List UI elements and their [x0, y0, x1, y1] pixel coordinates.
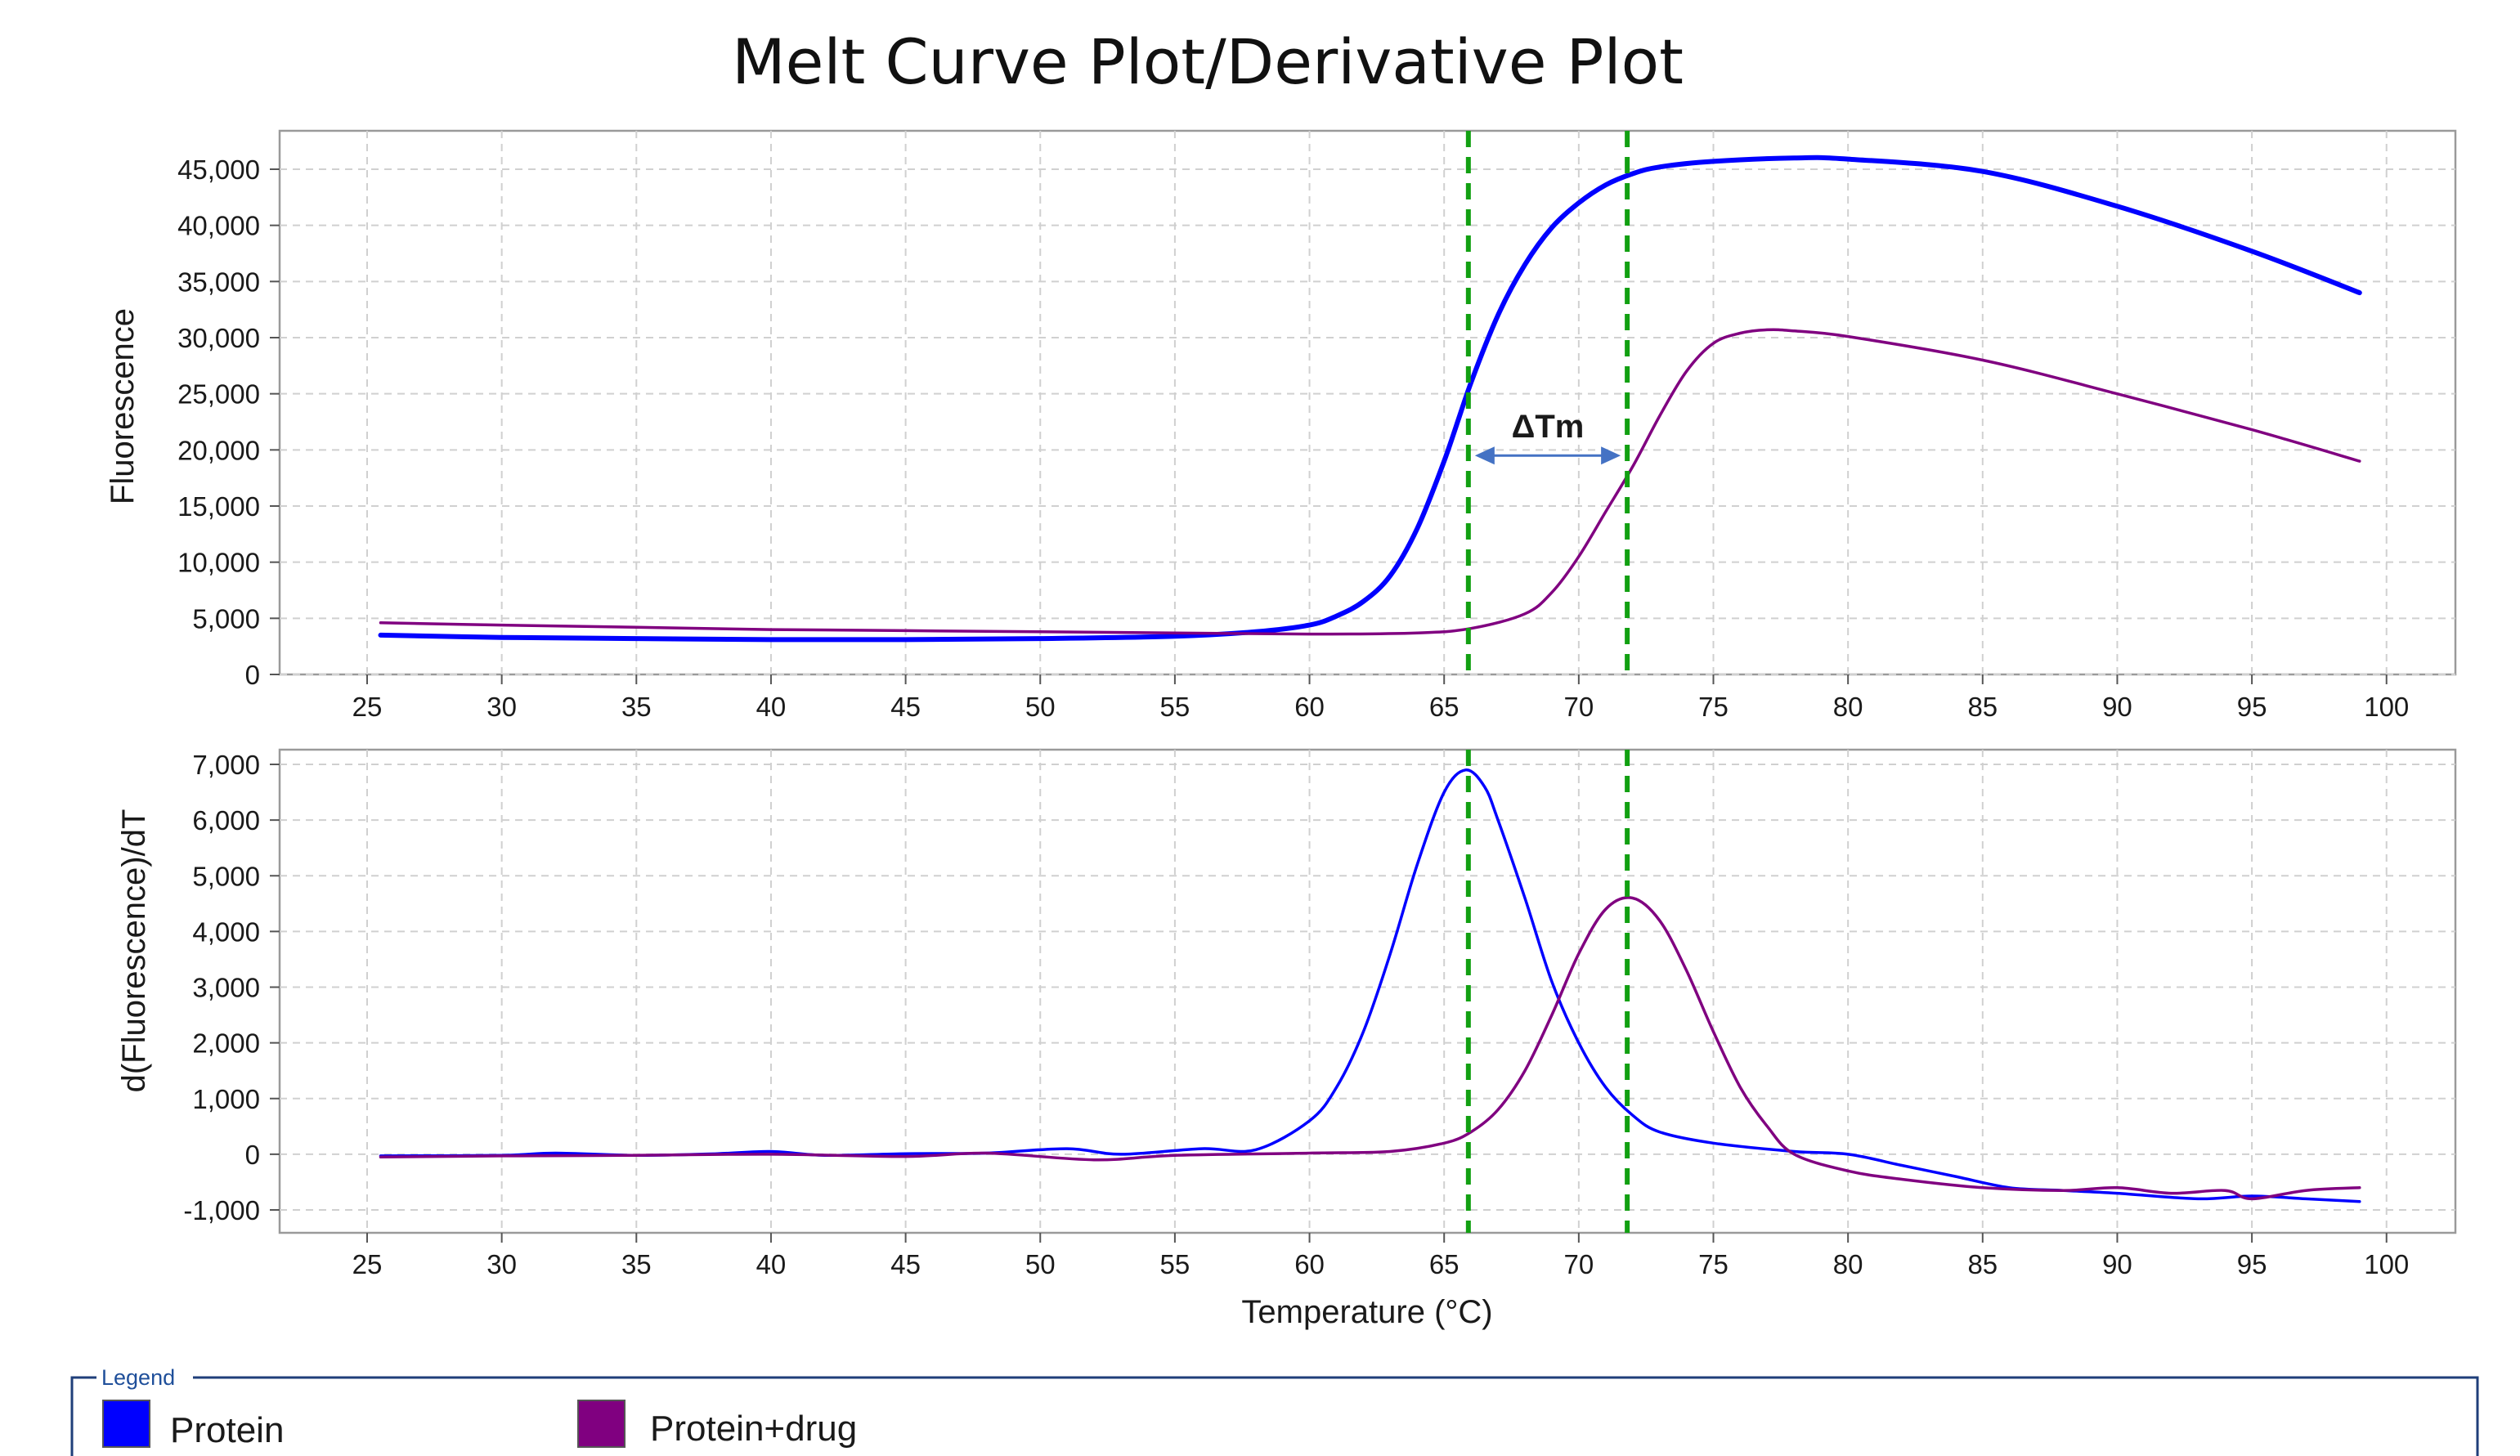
fluorescence-x-tick-label: 85: [1967, 692, 1998, 722]
fluorescence-x-tick-label: 90: [2102, 692, 2132, 722]
delta-tm-arrowhead-right: [1601, 446, 1621, 465]
derivative-y-tick-label: 3,000: [192, 973, 260, 1003]
fluorescence-y-tick-label: 25,000: [177, 379, 260, 410]
x-axis-label: Temperature (°C): [1241, 1294, 1492, 1330]
fluorescence-plot-area: [278, 129, 2457, 676]
derivative-y-tick-label: 7,000: [192, 750, 260, 780]
fluorescence-x-tick-label: 75: [1698, 692, 1729, 722]
fluorescence-x-tick-label: 80: [1833, 692, 1863, 722]
legend-frame: [70, 1376, 2479, 1456]
derivative-panel: -1,000 0 1,000 2,000 3,000 4,000 5,000 6,000 7,0…: [116, 748, 2457, 1279]
delta-tm-annotation: ΔTm: [1474, 409, 1621, 465]
fluorescence-x-tick-label: 95: [2237, 692, 2267, 722]
fluorescence-x-tick-label: 100: [2364, 692, 2409, 722]
fluorescence-x-tick-label: 65: [1429, 692, 1460, 722]
fluorescence-panel: 0 5,000 10,000 15,000 20,000 25,000 30,000 35,0…: [105, 129, 2457, 722]
derivative-x-tick-label: 50: [1025, 1249, 1056, 1279]
chart-title: Melt Curve Plot/Derivative Plot: [732, 25, 1684, 98]
fluorescence-series-protein-drug: [379, 328, 2361, 636]
fluorescence-y-ticks: 0 5,000 10,000 15,000 20,000 25,000 30,000 35,0…: [177, 155, 280, 690]
fluorescence-x-tick-label: 60: [1294, 692, 1325, 722]
derivative-y-ticks: -1,000 0 1,000 2,000 3,000 4,000 5,000 6,000 7,0…: [183, 750, 280, 1225]
derivative-x-tick-label: 35: [621, 1249, 652, 1279]
derivative-x-tick-label: 60: [1294, 1249, 1325, 1279]
derivative-y-tick-label: 6,000: [192, 805, 260, 836]
derivative-y-tick-label: 5,000: [192, 861, 260, 891]
legend-swatch-protein-drug: [577, 1400, 626, 1448]
derivative-x-tick-label: 25: [352, 1249, 383, 1279]
fluorescence-x-ticks: 25 30 35 40 45 50 55 60 65 70 75 80 85 90 95 100: [352, 674, 2409, 722]
derivative-plot-area: [278, 748, 2457, 1234]
fluorescence-y-tick-label: 5,000: [192, 603, 260, 634]
legend-swatch-protein: [102, 1400, 150, 1448]
delta-tm-label: ΔTm: [1512, 409, 1585, 445]
fluorescence-y-axis-label: Fluorescence: [105, 308, 141, 504]
derivative-y-tick-label: 4,000: [192, 916, 260, 947]
derivative-x-tick-label: 40: [756, 1249, 787, 1279]
derivative-series: [379, 768, 2361, 1203]
tm-reference-lines: [1465, 131, 1630, 1233]
legend-title-gap: [96, 1367, 193, 1388]
legend: Legend Protein Protein+drug: [70, 1365, 2479, 1456]
derivative-x-tick-label: 70: [1563, 1249, 1594, 1279]
derivative-x-tick-label: 30: [487, 1249, 517, 1279]
fluorescence-x-tick-label: 30: [487, 692, 517, 722]
derivative-y-tick-label: 2,000: [192, 1028, 260, 1059]
fluorescence-y-tick-label: 10,000: [177, 548, 260, 578]
fluorescence-x-tick-label: 40: [756, 692, 787, 722]
derivative-x-ticks: 25 30 35 40 45 50 55 60 65 70 75 80 85 90 95 100: [352, 1233, 2409, 1279]
derivative-grid: [280, 750, 2455, 1233]
fluorescence-series: [378, 155, 2362, 643]
fluorescence-y-tick-label: 20,000: [177, 435, 260, 465]
legend-label-protein-drug: Protein+drug: [650, 1409, 857, 1449]
fluorescence-y-tick-label: 45,000: [177, 155, 260, 185]
fluorescence-y-tick-label: 40,000: [177, 211, 260, 241]
fluorescence-y-tick-label: 15,000: [177, 491, 260, 522]
fluorescence-series-protein: [378, 155, 2362, 643]
fluorescence-y-tick-label: 30,000: [177, 323, 260, 353]
derivative-y-tick-label: -1,000: [183, 1195, 260, 1225]
derivative-x-tick-label: 85: [1967, 1249, 1998, 1279]
derivative-x-tick-label: 55: [1160, 1249, 1190, 1279]
derivative-x-tick-label: 45: [890, 1249, 921, 1279]
fluorescence-x-tick-label: 55: [1160, 692, 1190, 722]
derivative-x-tick-label: 90: [2102, 1249, 2132, 1279]
fluorescence-x-tick-label: 50: [1025, 692, 1056, 722]
derivative-x-tick-label: 95: [2237, 1249, 2267, 1279]
legend-label-protein: Protein: [170, 1410, 284, 1450]
fluorescence-y-tick-label: 0: [245, 660, 260, 690]
fluorescence-x-tick-label: 70: [1563, 692, 1594, 722]
legend-title: Legend: [101, 1365, 175, 1390]
derivative-series-protein-drug: [379, 896, 2361, 1201]
derivative-x-tick-label: 75: [1698, 1249, 1729, 1279]
fluorescence-x-tick-label: 35: [621, 692, 652, 722]
derivative-x-tick-label: 80: [1833, 1249, 1863, 1279]
derivative-y-tick-label: 1,000: [192, 1084, 260, 1114]
fluorescence-x-tick-label: 45: [890, 692, 921, 722]
derivative-y-axis-label: d(Fluorescence)/dT: [116, 809, 152, 1093]
delta-tm-arrowhead-left: [1474, 446, 1495, 465]
fluorescence-x-tick-label: 25: [352, 692, 383, 722]
derivative-x-tick-label: 65: [1429, 1249, 1460, 1279]
fluorescence-grid: [280, 131, 2455, 675]
fluorescence-y-tick-label: 35,000: [177, 267, 260, 297]
derivative-x-tick-label: 100: [2364, 1249, 2409, 1279]
derivative-y-tick-label: 0: [245, 1140, 260, 1170]
